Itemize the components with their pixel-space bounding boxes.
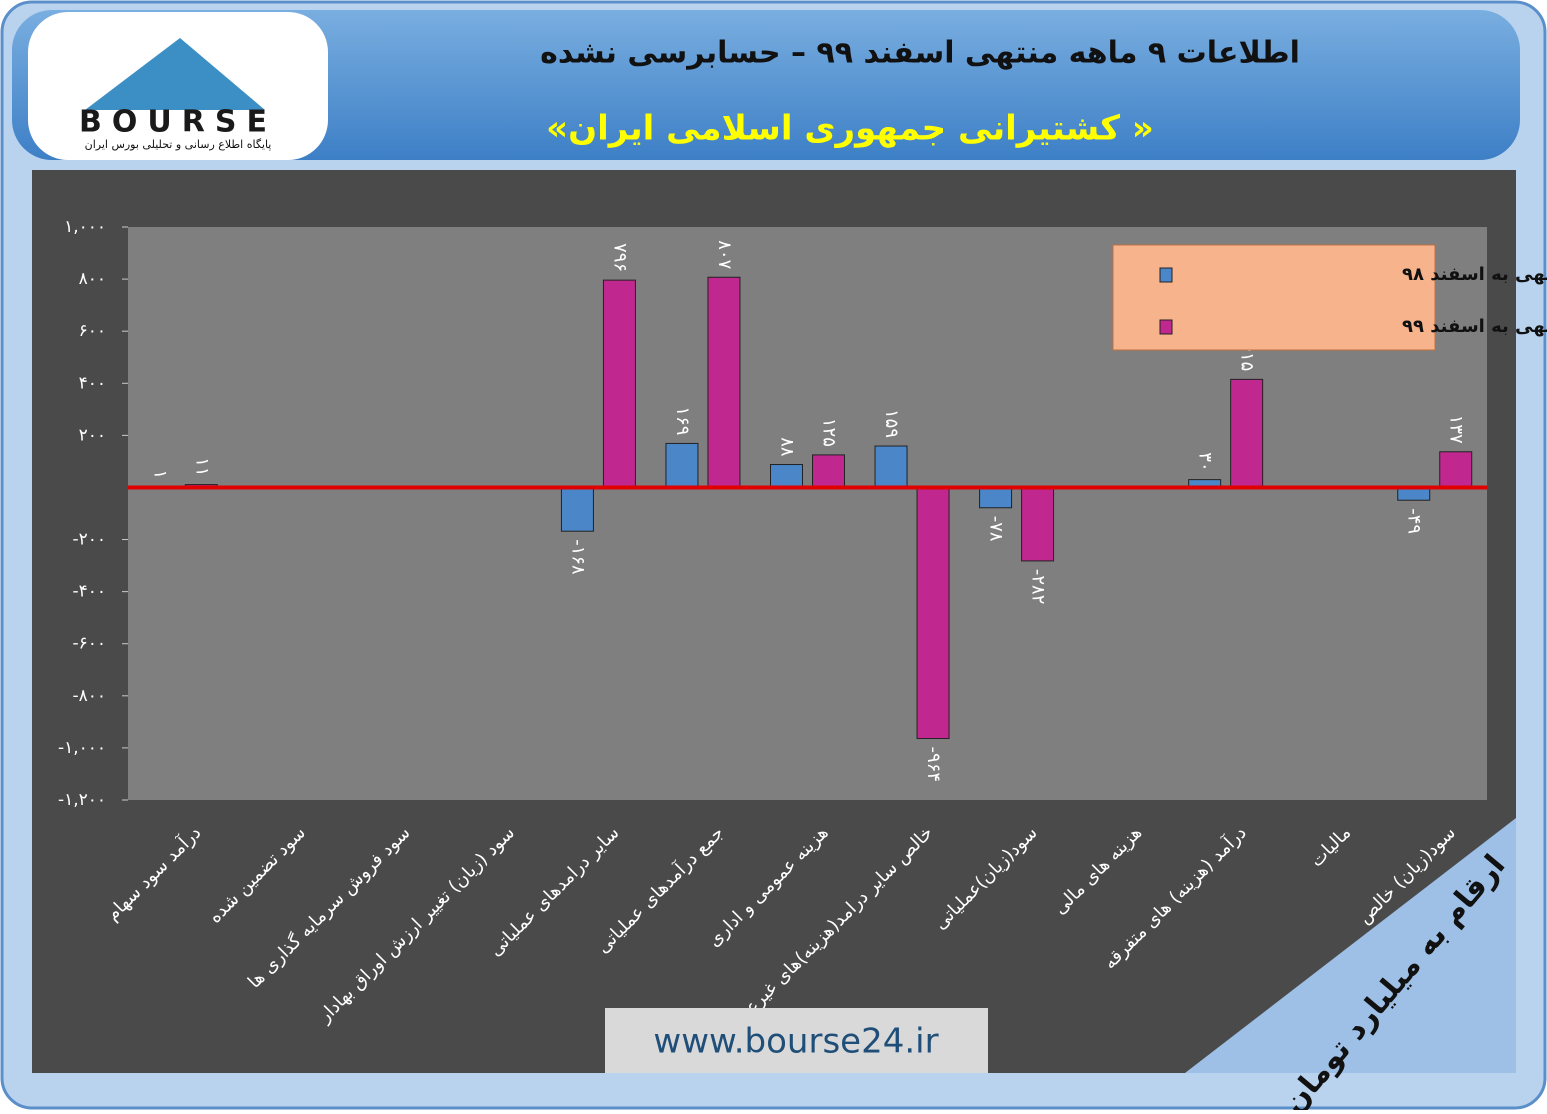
logo-caption: پایگاه اطلاع رسانی و تحلیلی بورس ایران xyxy=(85,138,272,151)
website: www.bourse24.ir xyxy=(653,1022,938,1062)
value-label: ۱۶۹ xyxy=(672,406,693,435)
value-label: -۹۶۴ xyxy=(923,747,944,783)
value-label: ۱ xyxy=(149,470,170,480)
y-tick-label: -۶۰۰ xyxy=(72,634,106,654)
value-label: ۸۰۷ xyxy=(714,240,735,269)
y-tick-label: -۱,۲۰۰ xyxy=(58,790,106,810)
value-label: ۱۲۵ xyxy=(819,418,840,447)
value-label: ۱۳۷ xyxy=(1446,415,1467,444)
bar xyxy=(1231,379,1263,487)
chart-subtitle: «کشتیرانی جمهوری اسلامی ایران » xyxy=(546,109,1154,149)
bar xyxy=(561,487,593,531)
value-label: ۱۱ xyxy=(191,457,212,476)
y-tick-label: -۴۰۰ xyxy=(72,582,106,602)
logo-text: BOURSE xyxy=(79,105,277,140)
legend-label: عملکرد منتهی به اسفند ۹۹ xyxy=(1402,316,1547,337)
y-tick-label: ۲۰۰ xyxy=(79,425,106,445)
y-tick-label: ۴۰۰ xyxy=(79,373,106,393)
value-label: ۸۸ xyxy=(777,437,798,457)
bar xyxy=(813,455,845,488)
bar xyxy=(980,487,1012,507)
bar xyxy=(1022,487,1054,560)
y-tick-label: -۲۰۰ xyxy=(72,530,106,550)
chart-title: اطلاعات ۹ ماهه منتهی اسفند ۹۹ – حسابرسی … xyxy=(540,36,1300,71)
value-label: ۳۰ xyxy=(1195,452,1216,471)
legend-swatch xyxy=(1160,268,1172,282)
bar xyxy=(603,280,635,487)
bar xyxy=(917,487,949,738)
bar xyxy=(771,465,803,488)
value-label: -۴۹ xyxy=(1404,508,1425,534)
value-label: ۷۹۶ xyxy=(609,243,630,272)
value-label: -۲۸۲ xyxy=(1028,569,1049,605)
y-tick-label: -۱,۰۰۰ xyxy=(58,738,106,758)
bar xyxy=(1440,452,1472,488)
legend-swatch xyxy=(1160,320,1172,334)
value-label: -۷۸ xyxy=(986,516,1007,542)
bar xyxy=(708,277,740,487)
y-tick-label: ۶۰۰ xyxy=(79,321,106,341)
legend-label: عملکرد منتهی به اسفند ۹۸ xyxy=(1402,264,1547,285)
y-tick-label: ۱,۰۰۰ xyxy=(64,217,106,237)
value-label: ۱۵۹ xyxy=(881,409,902,438)
y-tick-label: -۸۰۰ xyxy=(72,686,106,706)
value-label: -۱۶۸ xyxy=(567,539,588,575)
bar xyxy=(875,446,907,487)
bar xyxy=(666,443,698,487)
y-tick-label: ۸۰۰ xyxy=(79,269,106,289)
